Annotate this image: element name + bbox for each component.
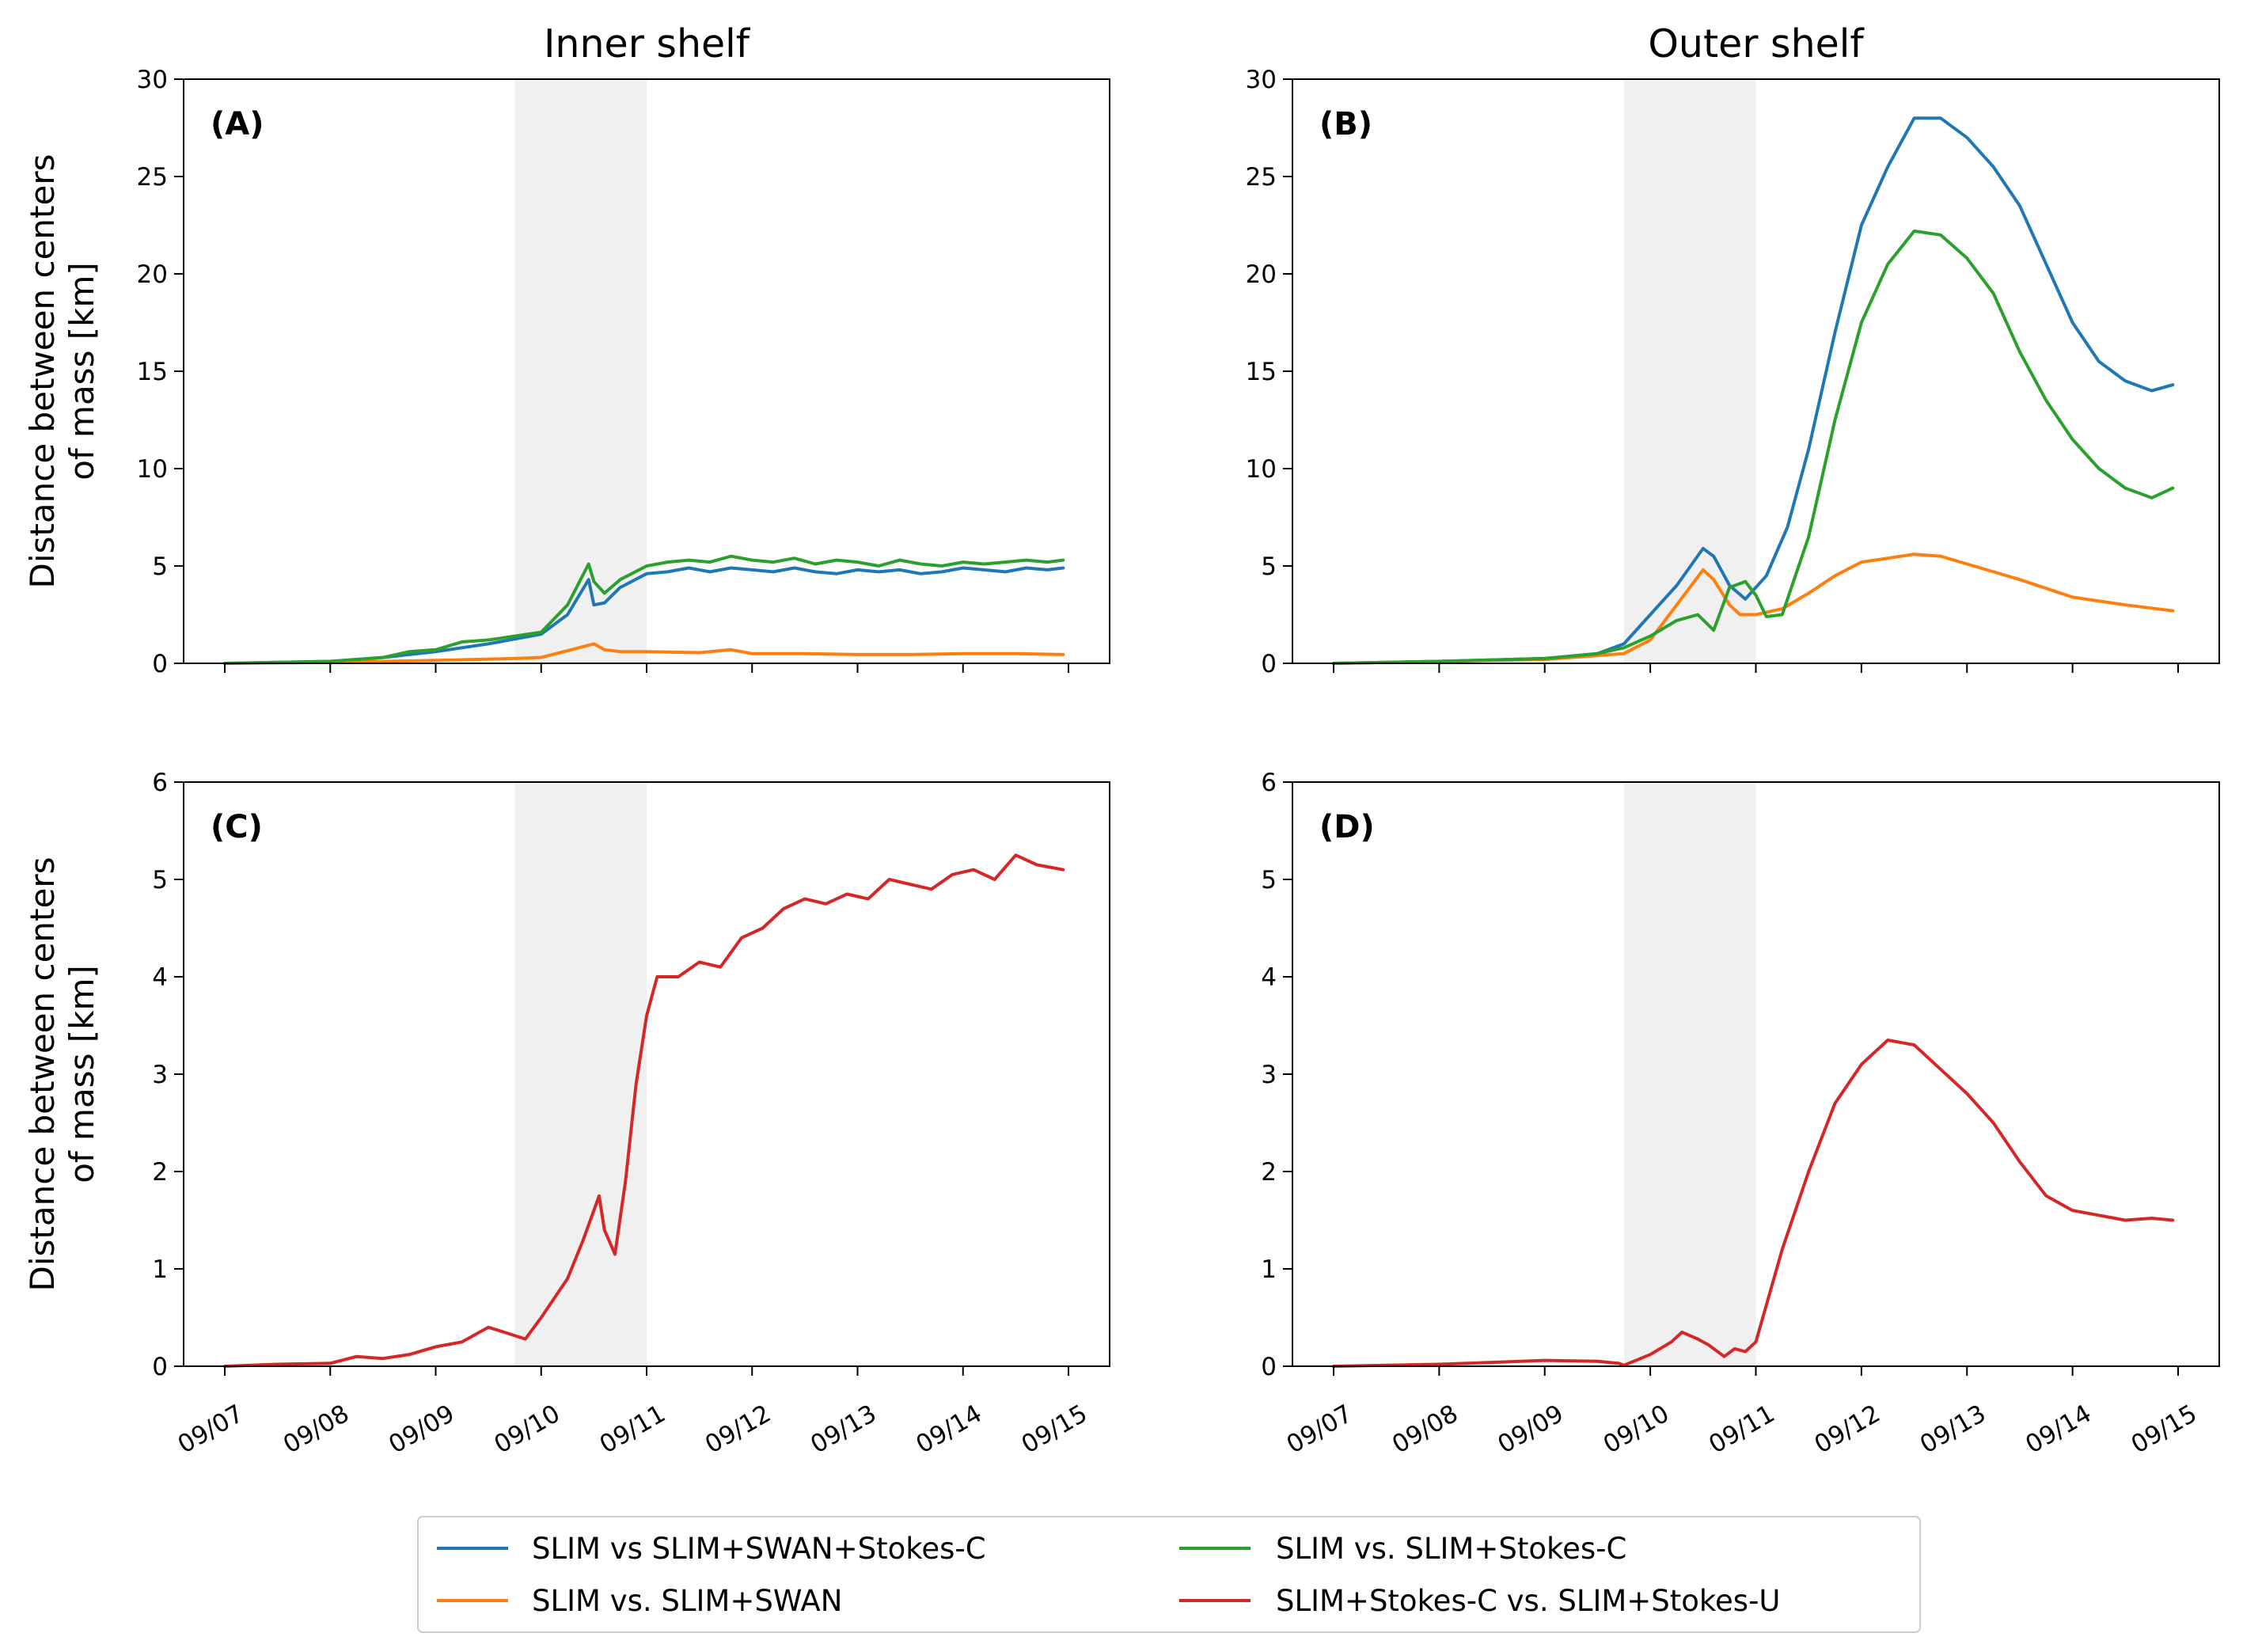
- x-tick-label: 09/08: [279, 1399, 354, 1460]
- series-line-2: [223, 642, 1065, 665]
- y-axis-label: of mass [km]: [63, 262, 101, 480]
- shaded-interval: [1623, 79, 1756, 663]
- y-tick-label: 1: [1261, 1255, 1277, 1284]
- y-tick-label: 15: [1246, 358, 1277, 386]
- y-tick-label: 4: [1261, 963, 1277, 992]
- y-tick-label: 3: [152, 1061, 168, 1089]
- shaded-interval: [514, 782, 647, 1366]
- y-tick-label: 2: [152, 1158, 168, 1187]
- panel-d: 0 1 2 3 4 5 6 09/07 09/08 09/09 09/10 09/11 09/12 09/…: [1261, 769, 2220, 1460]
- x-tick-label: 09/09: [384, 1399, 459, 1460]
- panel-label: (D): [1319, 809, 1375, 845]
- x-tick-label: 09/13: [806, 1399, 881, 1460]
- y-tick-label: 30: [137, 66, 168, 94]
- y-tick-label: 0: [1261, 1353, 1277, 1381]
- panel-a: 0 5 10 15 20 25 30 (A) Inner shelf Distance betwe…: [23, 21, 1110, 678]
- x-tick-label: 09/08: [1387, 1399, 1463, 1460]
- panel-b: 0 5 10 15 20 25 30 (B) Outer shelf: [1246, 21, 2220, 678]
- y-tick-label: 15: [137, 358, 168, 386]
- y-tick-label: 20: [1246, 260, 1277, 289]
- shaded-interval: [514, 79, 647, 663]
- x-tick-label: 09/12: [1810, 1399, 1885, 1460]
- series-line-2: [1332, 553, 2175, 665]
- column-title: Outer shelf: [1648, 21, 1865, 66]
- x-tick-label: 09/13: [1915, 1399, 1991, 1460]
- series-line-3: [1332, 229, 2175, 665]
- legend-label-blue: SLIM vs SLIM+SWAN+Stokes-C: [532, 1532, 986, 1566]
- y-tick-label: 0: [1261, 650, 1277, 678]
- y-axis-label: of mass [km]: [63, 965, 101, 1183]
- x-tick-label: 09/15: [2127, 1399, 2202, 1460]
- x-tick-label: 09/09: [1493, 1399, 1568, 1460]
- x-tick-label: 09/14: [2021, 1399, 2096, 1460]
- series-line-1: [1332, 1039, 2175, 1368]
- y-tick-label: 5: [1261, 553, 1277, 581]
- y-tick-label: 30: [1246, 66, 1277, 94]
- y-tick-label: 6: [1261, 769, 1277, 797]
- series-line-3: [223, 554, 1065, 665]
- y-tick-label: 25: [137, 163, 168, 192]
- legend-label-orange: SLIM vs. SLIM+SWAN: [532, 1584, 842, 1618]
- legend-label-green: SLIM vs. SLIM+Stokes-C: [1276, 1532, 1626, 1566]
- y-tick-label: 10: [137, 455, 168, 484]
- panel-label: (C): [211, 809, 263, 845]
- y-axis-label: Distance between centers: [23, 857, 62, 1292]
- x-tick-label: 09/07: [1282, 1399, 1357, 1460]
- y-tick-label: 3: [1261, 1061, 1277, 1089]
- x-tick-label: 09/15: [1017, 1399, 1092, 1460]
- panel-label: (A): [211, 106, 264, 142]
- x-tick-label: 09/14: [911, 1399, 986, 1460]
- panel-c: 0 1 2 3 4 5 6 09/07 09/08 09/09 09/10 09/11 09/12 09/…: [23, 769, 1110, 1460]
- y-tick-label: 2: [1261, 1158, 1277, 1187]
- y-tick-label: 1: [152, 1255, 168, 1284]
- x-tick-label: 09/11: [595, 1399, 670, 1460]
- y-tick-label: 20: [137, 260, 168, 289]
- panel-label: (B): [1319, 106, 1372, 142]
- y-tick-label: 0: [152, 1353, 168, 1381]
- x-tick-label: 09/11: [1704, 1399, 1779, 1460]
- y-tick-label: 4: [152, 963, 168, 992]
- y-tick-label: 25: [1246, 163, 1277, 192]
- x-tick-label: 09/12: [700, 1399, 776, 1460]
- series-line-1: [1332, 116, 2175, 665]
- y-tick-label: 5: [1261, 866, 1277, 894]
- legend: SLIM vs SLIM+SWAN+Stokes-C SLIM vs. SLIM…: [417, 1516, 1921, 1633]
- x-tick-label: 09/10: [1599, 1399, 1674, 1460]
- y-tick-label: 6: [152, 769, 168, 797]
- legend-frame: [417, 1516, 1921, 1633]
- column-title: Inner shelf: [544, 21, 751, 66]
- x-tick-label: 09/10: [489, 1399, 564, 1460]
- y-tick-label: 0: [152, 650, 168, 678]
- series-line-1: [223, 566, 1065, 665]
- y-tick-label: 5: [152, 553, 168, 581]
- y-tick-label: 5: [152, 866, 168, 894]
- y-tick-label: 10: [1246, 455, 1277, 484]
- y-axis-label: Distance between centers: [23, 154, 62, 589]
- x-tick-label: 09/07: [173, 1399, 249, 1460]
- shaded-interval: [1623, 782, 1756, 1366]
- legend-label-red: SLIM+Stokes-C vs. SLIM+Stokes-U: [1276, 1584, 1781, 1618]
- series-line-1: [223, 853, 1065, 1368]
